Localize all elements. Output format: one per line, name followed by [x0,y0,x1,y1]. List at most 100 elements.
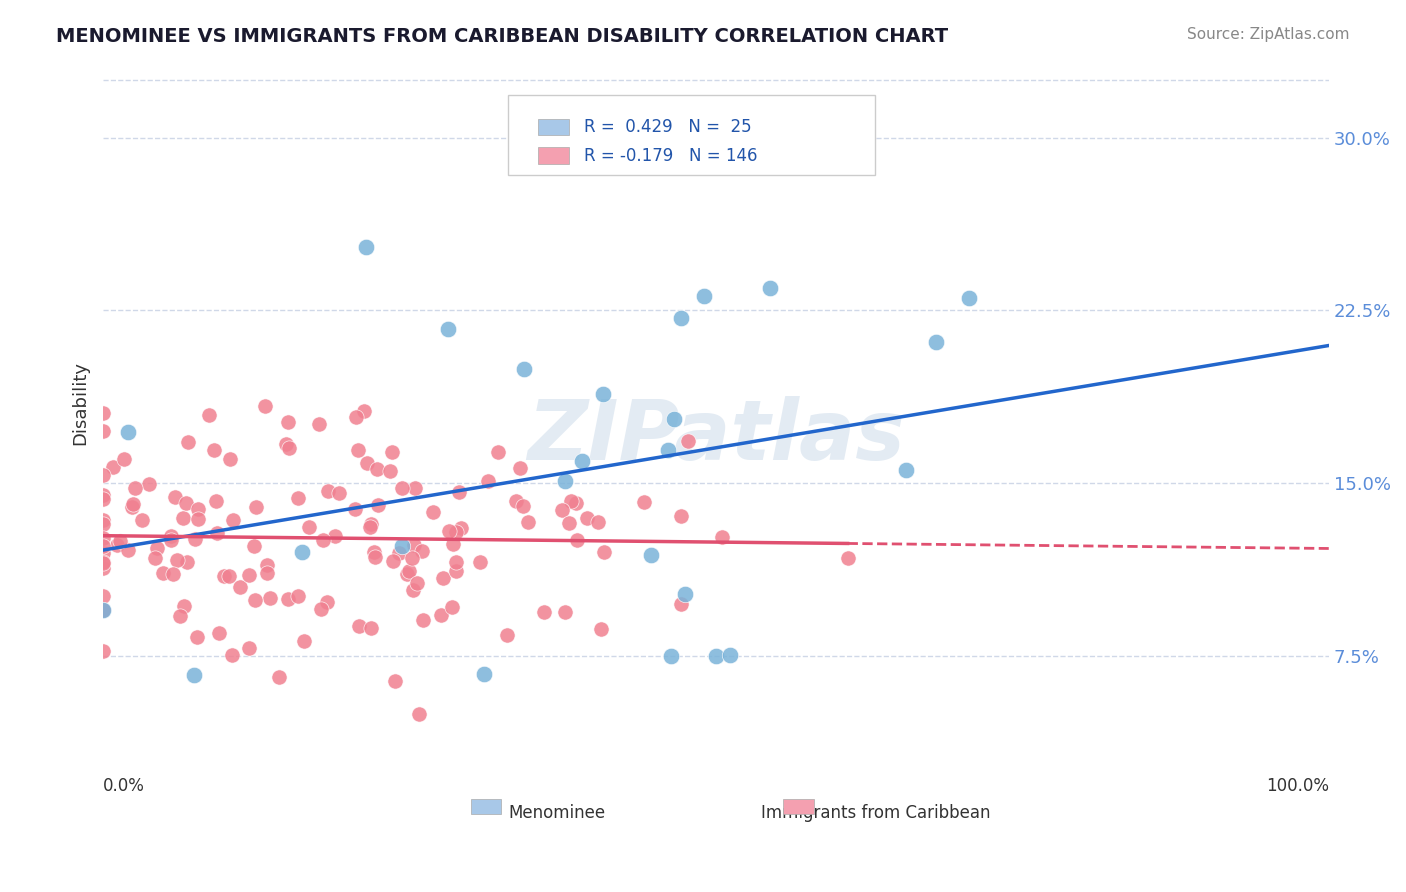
Text: R = -0.179   N = 146: R = -0.179 N = 146 [583,146,756,165]
Point [354,240,377,254]
Point [347,619,370,633]
Point [287,589,309,603]
Point [692,289,714,303]
Point [422,505,444,519]
Point [238,567,260,582]
Point [91,539,114,553]
Point [411,544,433,558]
Point [308,417,330,432]
Point [447,484,470,499]
Point [673,587,696,601]
FancyBboxPatch shape [538,119,569,136]
Point [558,516,581,530]
Point [166,553,188,567]
Point [388,546,411,560]
Point [176,555,198,569]
Point [586,515,609,529]
Point [367,498,389,512]
Point [121,500,143,515]
Point [91,644,114,658]
FancyBboxPatch shape [538,147,569,164]
Point [565,533,588,547]
Point [401,550,423,565]
Point [169,608,191,623]
Point [404,538,426,552]
Point [959,292,981,306]
Point [404,481,426,495]
Text: ZIPatlas: ZIPatlas [527,395,905,476]
Point [256,566,278,580]
Point [292,634,315,648]
Point [437,322,460,336]
Point [173,599,195,613]
Point [671,509,693,524]
Point [486,445,509,459]
Point [202,443,225,458]
Point [256,558,278,573]
Point [205,526,228,541]
Point [439,524,461,538]
Point [254,399,277,413]
Point [512,500,534,514]
Point [105,538,128,552]
Text: 0.0%: 0.0% [103,777,145,795]
Point [477,475,499,489]
Point [238,640,260,655]
Point [172,511,194,525]
Point [554,605,576,619]
Point [381,445,404,459]
Point [131,513,153,527]
Point [183,533,205,547]
Point [208,626,231,640]
Point [505,494,527,508]
Text: R =  0.429   N =  25: R = 0.429 N = 25 [583,118,751,136]
Point [398,564,420,578]
Point [364,549,387,564]
Point [124,481,146,495]
Point [925,335,948,350]
Point [380,464,402,478]
Point [309,601,332,615]
Point [533,605,555,619]
Point [91,560,114,574]
Text: Immigrants from Caribbean: Immigrants from Caribbean [761,804,990,822]
FancyBboxPatch shape [783,799,814,814]
Point [267,670,290,684]
Point [360,621,382,635]
Point [704,648,727,663]
Point [517,515,540,529]
Point [278,442,301,456]
Point [360,516,382,531]
Point [91,513,114,527]
Point [440,600,463,615]
Point [112,452,135,467]
Point [183,668,205,682]
Point [91,556,114,570]
Point [218,452,240,467]
Point [222,513,245,527]
Point [91,468,114,483]
FancyBboxPatch shape [508,95,876,176]
Point [472,666,495,681]
Point [91,488,114,502]
Point [91,532,114,546]
Point [174,496,197,510]
Point [229,580,252,594]
Point [640,548,662,562]
Point [287,491,309,505]
Point [91,603,114,617]
Point [657,443,679,458]
Point [291,544,314,558]
Point [187,501,209,516]
Point [177,434,200,449]
Point [669,597,692,611]
Point [259,591,281,605]
Point [117,543,139,558]
Point [186,630,208,644]
Point [138,477,160,491]
Point [468,555,491,569]
Point [146,541,169,555]
Point [444,524,467,539]
Point [274,437,297,451]
Point [297,520,319,534]
